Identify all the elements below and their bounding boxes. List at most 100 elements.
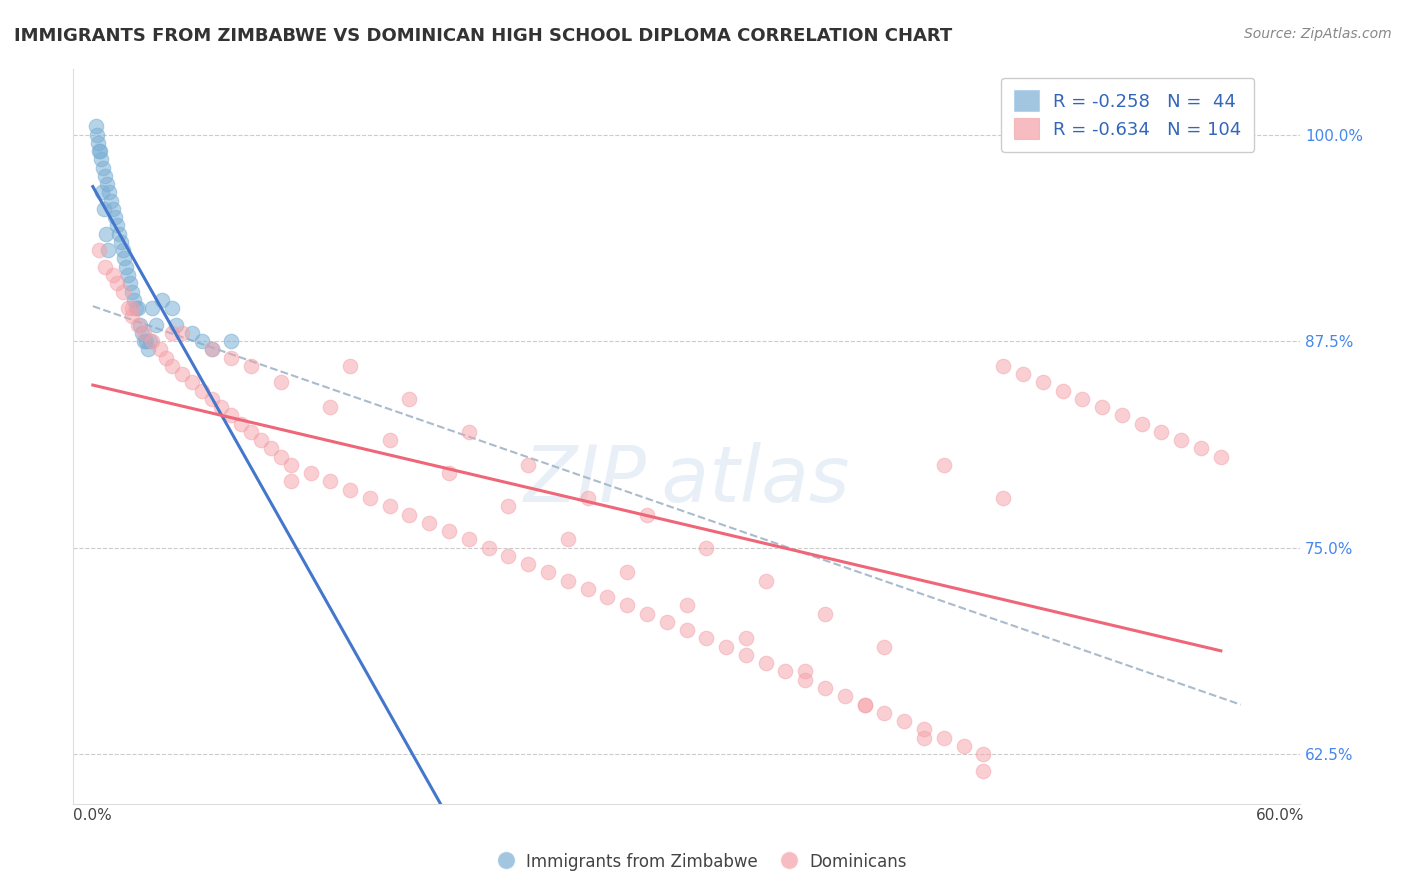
Text: Source: ZipAtlas.com: Source: ZipAtlas.com [1244,27,1392,41]
Point [1189,442,1212,456]
Point [149,343,172,357]
Point [180,326,202,340]
Point [200,343,222,357]
Point [636,508,658,522]
Point [96,177,118,191]
Point [250,433,273,447]
Point [636,607,658,621]
Point [105,277,128,291]
Point [912,731,935,745]
Point [134,326,156,340]
Point [93,202,115,216]
Point [160,301,183,315]
Point [97,186,120,200]
Point [834,690,856,704]
Point [457,425,479,439]
Point [596,590,619,604]
Point [952,739,974,753]
Point [165,318,187,332]
Point [136,343,159,357]
Point [90,153,112,167]
Point [114,252,136,266]
Point [932,458,955,472]
Point [814,681,837,695]
Point [735,632,758,646]
Point [104,210,127,224]
Legend: R = -0.258   N =  44, R = -0.634   N = 104: R = -0.258 N = 44, R = -0.634 N = 104 [1001,78,1254,152]
Point [260,442,283,456]
Point [1170,433,1192,447]
Point [131,326,153,340]
Point [129,318,152,332]
Point [139,334,162,348]
Point [893,714,915,728]
Point [853,698,876,712]
Point [537,566,560,580]
Point [1130,417,1153,431]
Point [120,277,142,291]
Point [170,367,193,381]
Point [89,144,111,158]
Point [675,623,697,637]
Point [378,500,401,514]
Point [675,599,697,613]
Point [418,516,440,530]
Point [270,376,292,390]
Point [280,475,302,489]
Point [873,706,896,720]
Point [110,235,132,249]
Point [339,483,361,497]
Point [221,351,243,365]
Point [616,599,638,613]
Point [972,747,994,761]
Point [695,632,717,646]
Point [200,392,222,406]
Point [972,764,994,778]
Point [170,326,193,340]
Point [87,244,110,258]
Point [359,491,381,505]
Point [1071,392,1094,406]
Point [498,500,520,514]
Point [319,475,342,489]
Point [121,285,143,299]
Point [111,244,134,258]
Point [135,334,157,348]
Point [299,467,322,481]
Point [125,301,148,315]
Point [160,359,183,373]
Point [101,268,124,282]
Point [160,326,183,340]
Point [478,541,501,555]
Point [616,566,638,580]
Point [1111,409,1133,423]
Text: ZIP atlas: ZIP atlas [523,442,849,518]
Point [231,417,253,431]
Point [115,260,138,274]
Point [155,351,177,365]
Point [517,557,540,571]
Point [853,698,876,712]
Point [91,161,114,175]
Point [117,268,139,282]
Point [111,285,134,299]
Point [84,120,107,134]
Point [339,359,361,373]
Point [90,186,112,200]
Point [127,318,149,332]
Point [150,293,173,307]
Point [1052,384,1074,398]
Point [93,169,115,183]
Point [398,392,420,406]
Point [378,433,401,447]
Point [1032,376,1054,390]
Point [270,450,292,464]
Point [517,458,540,472]
Point [991,491,1014,505]
Point [655,615,678,629]
Point [121,310,143,324]
Point [200,343,222,357]
Point [1209,450,1232,464]
Point [221,409,243,423]
Point [94,227,117,241]
